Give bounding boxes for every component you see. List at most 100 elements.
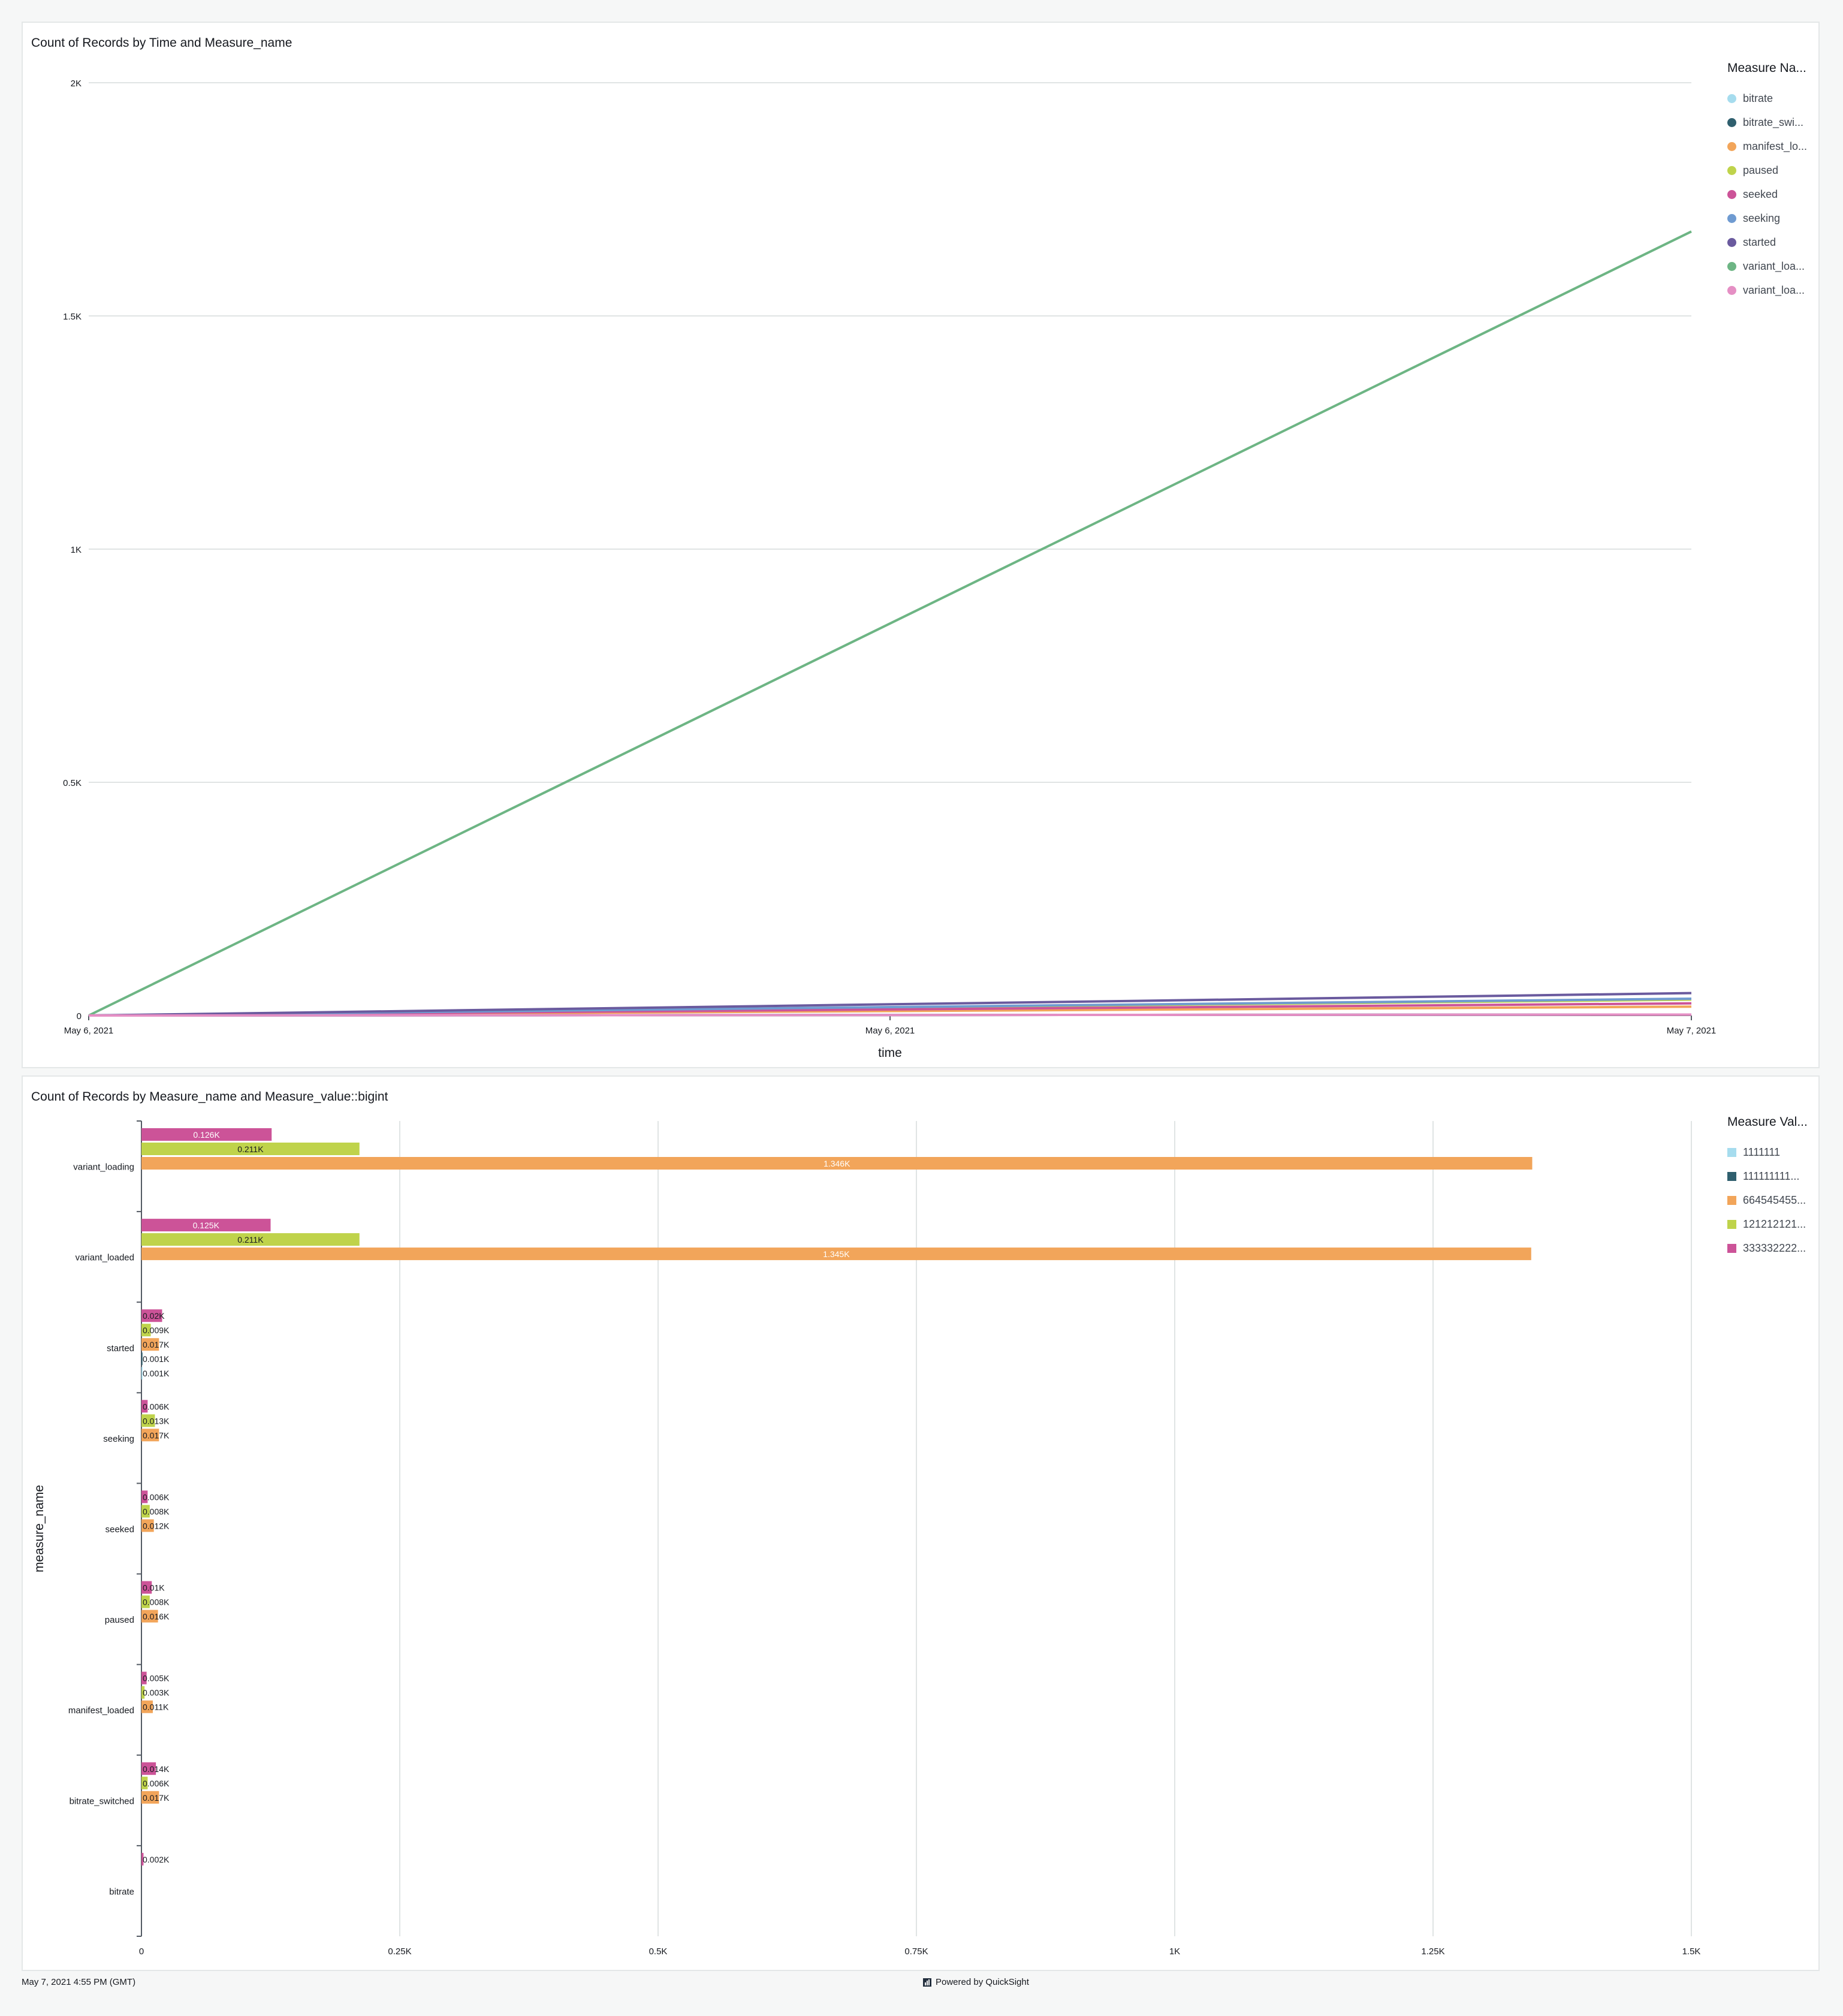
legend-swatch [1727,1219,1736,1229]
bar-value-label: 0.006K [143,1492,170,1502]
bar-333332222... [141,1309,162,1322]
bar-664545455... [141,1700,153,1713]
bar-value-label: 0.012K [143,1521,170,1530]
bar-121212121... [141,1143,360,1155]
legend-swatch [1727,213,1736,223]
category-label: manifest_loaded [68,1705,134,1716]
line-legend-item[interactable]: bitrate_swi... [1727,110,1817,134]
bar-value-label: 0.126K [193,1130,220,1140]
legend-label: 333332222... [1743,1241,1806,1254]
legend-label: 1111111 [1743,1146,1781,1158]
bar-121212121... [141,1233,360,1246]
bar-664545455... [141,1519,154,1532]
line-legend-item[interactable]: variant_loa... [1727,254,1817,278]
line-chart-legend: Measure Na... bitrate bitrate_swi... manif… [1727,61,1817,302]
powered-by: Powered by QuickSight [923,1977,1029,1987]
bar-value-label: 0.005K [143,1674,170,1683]
legend-label: variant_loa... [1743,260,1805,272]
bar-333332222... [141,1219,271,1232]
legend-label: seeked [1743,188,1778,200]
bar-121212121... [141,1686,145,1699]
bar-333332222... [141,1852,144,1866]
bar-value-label: 0.002K [143,1855,170,1864]
legend-swatch [1727,285,1736,295]
category-label: seeking [103,1434,134,1444]
bar-chart: 0 0.25K 0.5K 0.75K 1K 1.25K 1.5K measure_name 0.… [32,1120,1701,1957]
x-tick-label: 1.5K [1682,1946,1701,1957]
legend-label: paused [1743,164,1779,176]
x-tick-label: 0.75K [904,1946,928,1957]
bar-value-label: 0.211K [237,1235,264,1244]
category-label: bitrate_switched [70,1796,134,1806]
bar-664545455... [141,1247,1531,1261]
bar-value-label: 0.016K [143,1612,170,1622]
line-chart: 0 0.5K 1K 1.5K 2K May 6, 2021 May 6, 2021 May 7… [63,79,1716,1060]
line-legend-item[interactable]: started [1727,230,1817,254]
bar-333332222... [141,1490,148,1503]
bar-664545455... [141,1791,159,1804]
bar-value-label: 0.009K [143,1325,170,1335]
bar-value-label: 0.01K [143,1583,165,1593]
x-tick-label: 0 [139,1946,144,1957]
bar-121212121... [141,1324,151,1337]
y-axis-title: measure_name [32,1485,46,1572]
bar-664545455... [141,1157,1533,1170]
bar-value-label: 0.008K [143,1506,170,1516]
bar-664545455... [141,1610,158,1623]
category-label: variant_loading [73,1162,134,1173]
legend-label: bitrate_swi... [1743,116,1804,128]
line-legend-item[interactable]: manifest_lo... [1727,134,1817,158]
bar-value-label: 0.001K [143,1354,170,1364]
report-timestamp: May 7, 2021 4:55 PM (GMT) [22,1977,136,1987]
x-axis-title: time [878,1046,902,1060]
y-tick-label: 0.5K [63,778,82,788]
legend-swatch [1727,1147,1736,1157]
legend-swatch [1727,141,1736,151]
series-line-variant_loading [88,1013,1692,1017]
series-line-started [88,992,1692,1017]
bar-value-label: 0.211K [237,1144,264,1154]
bar-legend-item[interactable]: 1111111 [1727,1140,1817,1164]
bar-664545455... [141,1429,159,1442]
legend-swatch [1727,237,1736,247]
quicksight-icon [923,1978,931,1987]
line-legend-item[interactable]: seeked [1727,182,1817,206]
bar-legend-title: Measure Val... [1727,1115,1808,1129]
bar-value-label: 0.008K [143,1598,170,1607]
legend-label: manifest_lo... [1743,140,1808,152]
category-label: variant_loaded [76,1253,134,1263]
line-legend-item[interactable]: paused [1727,158,1817,182]
legend-swatch [1727,1171,1736,1181]
legend-label: 121212121... [1743,1218,1806,1230]
y-tick-label: 1.5K [63,312,82,322]
bar-1111111 [141,1367,143,1380]
line-chart-panel: Count of Records by Time and Measure_nam… [22,22,1820,1068]
bar-121212121... [141,1595,150,1608]
legend-label: seeking [1743,212,1781,224]
bar-legend-item[interactable]: 121212121... [1727,1212,1817,1236]
series-line-variant_loaded [88,230,1692,1017]
bar-legend-item[interactable]: 111111111... [1727,1164,1817,1188]
line-legend-item[interactable]: seeking [1727,206,1817,230]
bar-value-label: 0.017K [143,1340,170,1349]
x-tick-label: May 6, 2021 [865,1026,915,1036]
bar-333332222... [141,1671,147,1684]
bar-chart-title: Count of Records by Measure_name and Mea… [31,1090,388,1104]
bar-value-label: 0.011K [143,1702,169,1712]
x-tick-label: 1K [1169,1946,1180,1957]
bar-value-label: 0.003K [143,1688,170,1698]
category-label: bitrate [109,1887,134,1897]
bar-value-label: 0.001K [143,1369,170,1378]
bar-legend-item[interactable]: 664545455... [1727,1188,1817,1212]
line-legend-item[interactable]: bitrate [1727,86,1817,110]
legend-label: started [1743,236,1776,248]
y-tick-label: 0 [77,1011,82,1021]
legend-label: bitrate [1743,92,1773,104]
bar-121212121... [141,1776,148,1789]
x-tick-label: 0.25K [388,1946,411,1957]
bar-legend-item[interactable]: 333332222... [1727,1236,1817,1260]
legend-swatch [1727,117,1736,127]
bar-value-label: 0.013K [143,1416,170,1426]
line-legend-item[interactable]: variant_loa... [1727,278,1817,302]
x-tick-label: 1.25K [1421,1946,1444,1957]
